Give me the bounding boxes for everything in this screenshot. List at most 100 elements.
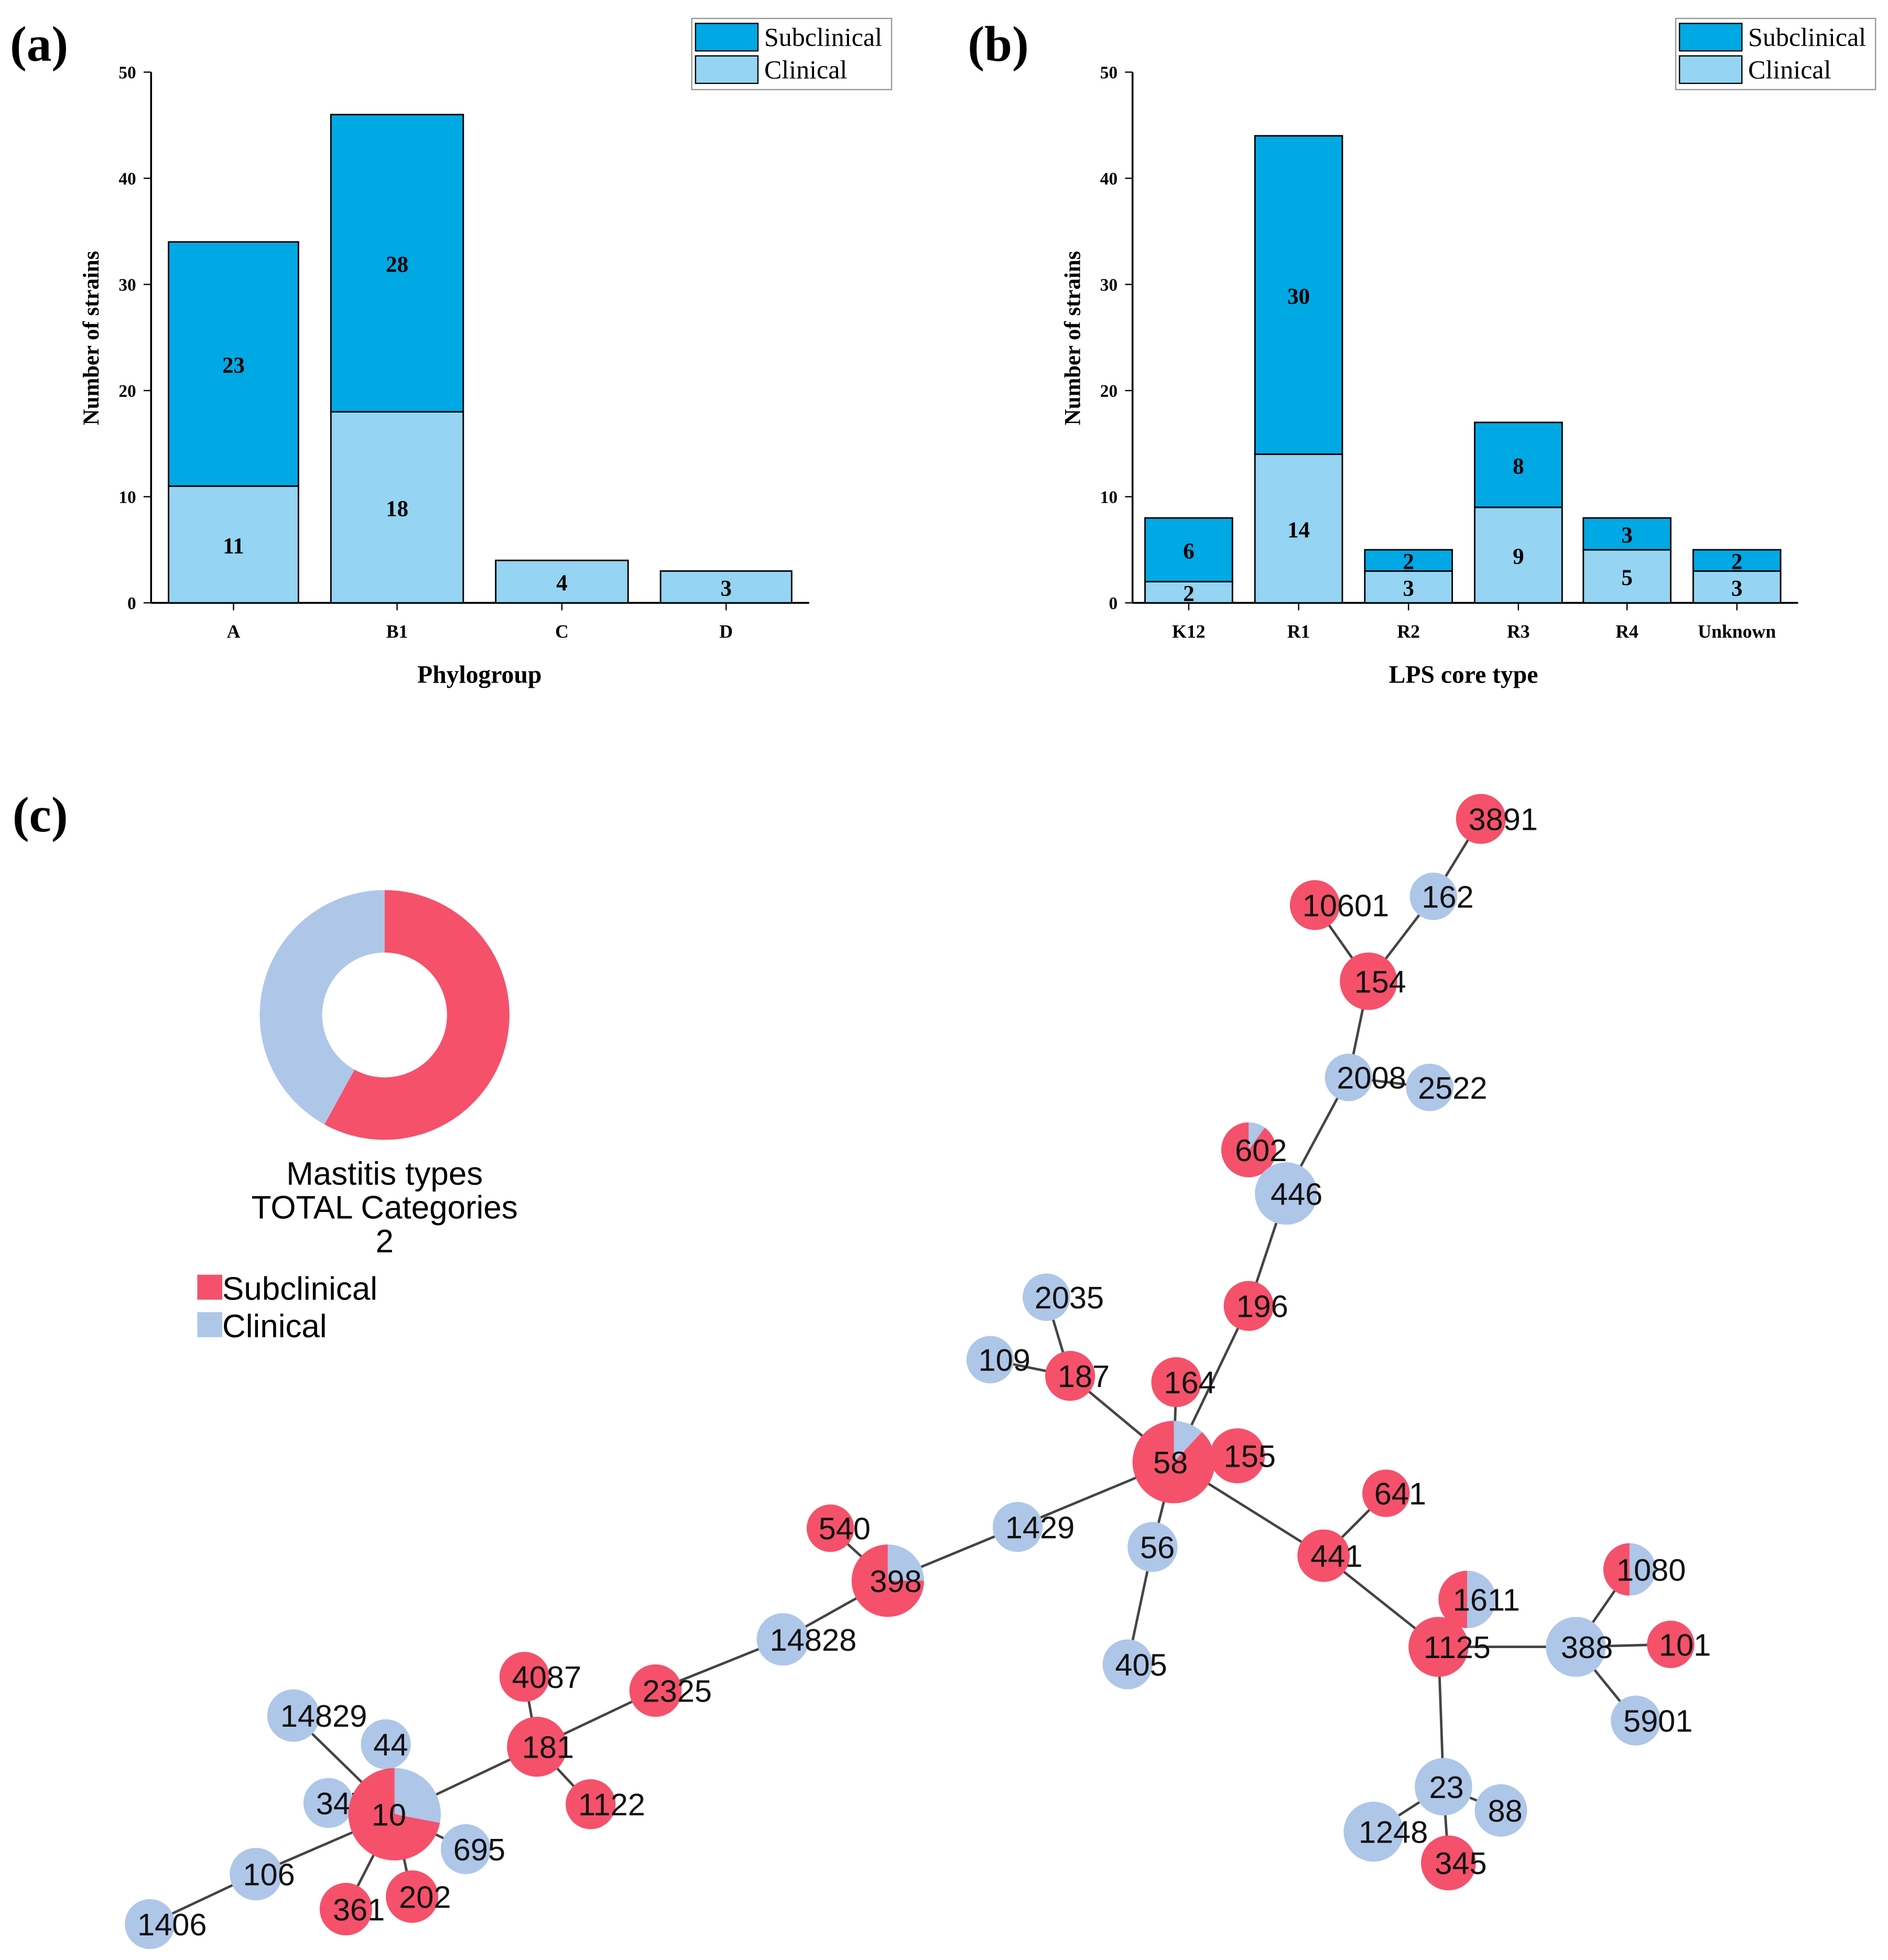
data-label: 4	[556, 571, 567, 595]
node-slice-clinical	[394, 1768, 441, 1823]
node-label: 1080	[1616, 1552, 1686, 1587]
node-label: 56	[1140, 1530, 1175, 1565]
node-label: 2522	[1418, 1070, 1487, 1106]
network-node: 1611	[1438, 1571, 1520, 1628]
bar-subclinical	[1364, 549, 1453, 572]
node-subclinical	[1647, 1620, 1695, 1669]
node-label: 2035	[1035, 1280, 1104, 1315]
node-subclinical	[1408, 1617, 1469, 1677]
network-node: 58	[1132, 1421, 1215, 1503]
node-label: 641	[1374, 1476, 1426, 1511]
node-clinical	[361, 1719, 411, 1770]
data-label: 6	[1183, 539, 1194, 564]
node-label: 202	[399, 1880, 451, 1915]
network-node: 641	[1362, 1469, 1426, 1517]
bar-subclinical	[1474, 421, 1563, 508]
node-label: 446	[1271, 1176, 1322, 1211]
y-tick-label: 10	[118, 488, 136, 507]
data-label: 28	[386, 253, 408, 277]
node-clinical	[267, 1689, 320, 1742]
y-tick-label: 50	[1100, 63, 1117, 82]
legend-label: Clinical	[1748, 55, 1831, 84]
x-tick-label: Unknown	[1698, 621, 1776, 642]
panel-label: (c)	[13, 787, 68, 842]
y-tick-label: 0	[1109, 594, 1117, 613]
node-label: 1406	[137, 1907, 207, 1942]
node-clinical	[303, 1778, 354, 1828]
x-tick-label: R1	[1287, 621, 1310, 642]
network-node: 181	[507, 1717, 574, 1777]
node-clinical	[1325, 1054, 1373, 1101]
y-tick-label: 50	[118, 63, 136, 82]
node-label: 88	[1488, 1793, 1522, 1828]
node-slice-subclinical	[1438, 1571, 1468, 1628]
bar-clinical	[659, 570, 793, 604]
data-label: 2	[1731, 550, 1742, 575]
node-clinical	[1255, 1162, 1318, 1225]
node-subclinical	[1340, 952, 1397, 1010]
legend-label: Clinical	[764, 55, 847, 84]
node-label: 154	[1354, 964, 1406, 999]
network-node: 14828	[756, 1613, 856, 1666]
bar-clinical	[1474, 506, 1563, 604]
node-label: 101	[1659, 1627, 1711, 1662]
network-node: 361	[319, 1882, 385, 1935]
node-subclinical	[499, 1652, 550, 1702]
node-label: 10	[372, 1797, 406, 1832]
node-clinical	[1406, 1064, 1453, 1111]
data-label: 9	[1513, 545, 1524, 569]
node-label: 2325	[643, 1673, 712, 1708]
legend-swatch	[695, 23, 759, 52]
node-label: 109	[979, 1342, 1030, 1378]
bar-subclinical	[1692, 549, 1782, 572]
node-label: 1248	[1359, 1815, 1428, 1850]
node-subclinical	[1151, 1357, 1201, 1407]
node-clinical	[1343, 1802, 1404, 1862]
network-node: 196	[1223, 1281, 1288, 1331]
y-tick-label: 40	[118, 169, 136, 189]
node-subclinical	[1223, 1281, 1274, 1331]
node-slice-subclinical	[1603, 1543, 1630, 1596]
bar-clinical	[1692, 570, 1782, 604]
network-node: 1429	[992, 1502, 1075, 1552]
network-node: 10601	[1289, 880, 1389, 930]
y-tick-label: 30	[1100, 275, 1117, 295]
node-label: 441	[1310, 1539, 1362, 1574]
node-subclinical	[1210, 1428, 1265, 1483]
node-label: 1122	[578, 1787, 645, 1822]
y-tick-label: 40	[1100, 169, 1117, 189]
node-label: 196	[1236, 1289, 1288, 1324]
node-subclinical	[319, 1882, 372, 1935]
network-node: 2008	[1325, 1054, 1406, 1101]
legend-label: Subclinical	[764, 23, 882, 52]
network-node: 106	[230, 1848, 295, 1901]
node-subclinical	[629, 1664, 682, 1717]
data-label: 3	[1731, 576, 1742, 601]
node-subclinical	[1045, 1351, 1095, 1401]
x-tick-label: R2	[1397, 621, 1420, 642]
network-node: 109	[966, 1336, 1030, 1383]
network-node: 441	[1297, 1529, 1363, 1582]
legend-label: Subclinical	[1748, 23, 1866, 52]
y-tick-label: 20	[1100, 382, 1117, 401]
network-node: 3891	[1456, 794, 1538, 844]
network-node: 405	[1102, 1639, 1167, 1690]
network-node: 540	[806, 1504, 871, 1552]
y-tick-label: 20	[118, 382, 136, 401]
legend-count: 2	[376, 1223, 394, 1260]
node-clinical	[1409, 872, 1458, 921]
node-clinical	[1611, 1695, 1661, 1746]
x-tick-label: K12	[1172, 621, 1206, 642]
node-label: 345	[1435, 1846, 1486, 1881]
network-node: 56	[1127, 1522, 1178, 1572]
node-slice-clinical	[1467, 1571, 1496, 1628]
bar-clinical	[495, 559, 629, 604]
node-label: 1125	[1424, 1630, 1491, 1665]
node-clinical	[440, 1824, 491, 1875]
legend-swatch	[695, 55, 759, 84]
bar-subclinical	[1254, 135, 1343, 455]
panel-label: (a)	[10, 16, 68, 72]
